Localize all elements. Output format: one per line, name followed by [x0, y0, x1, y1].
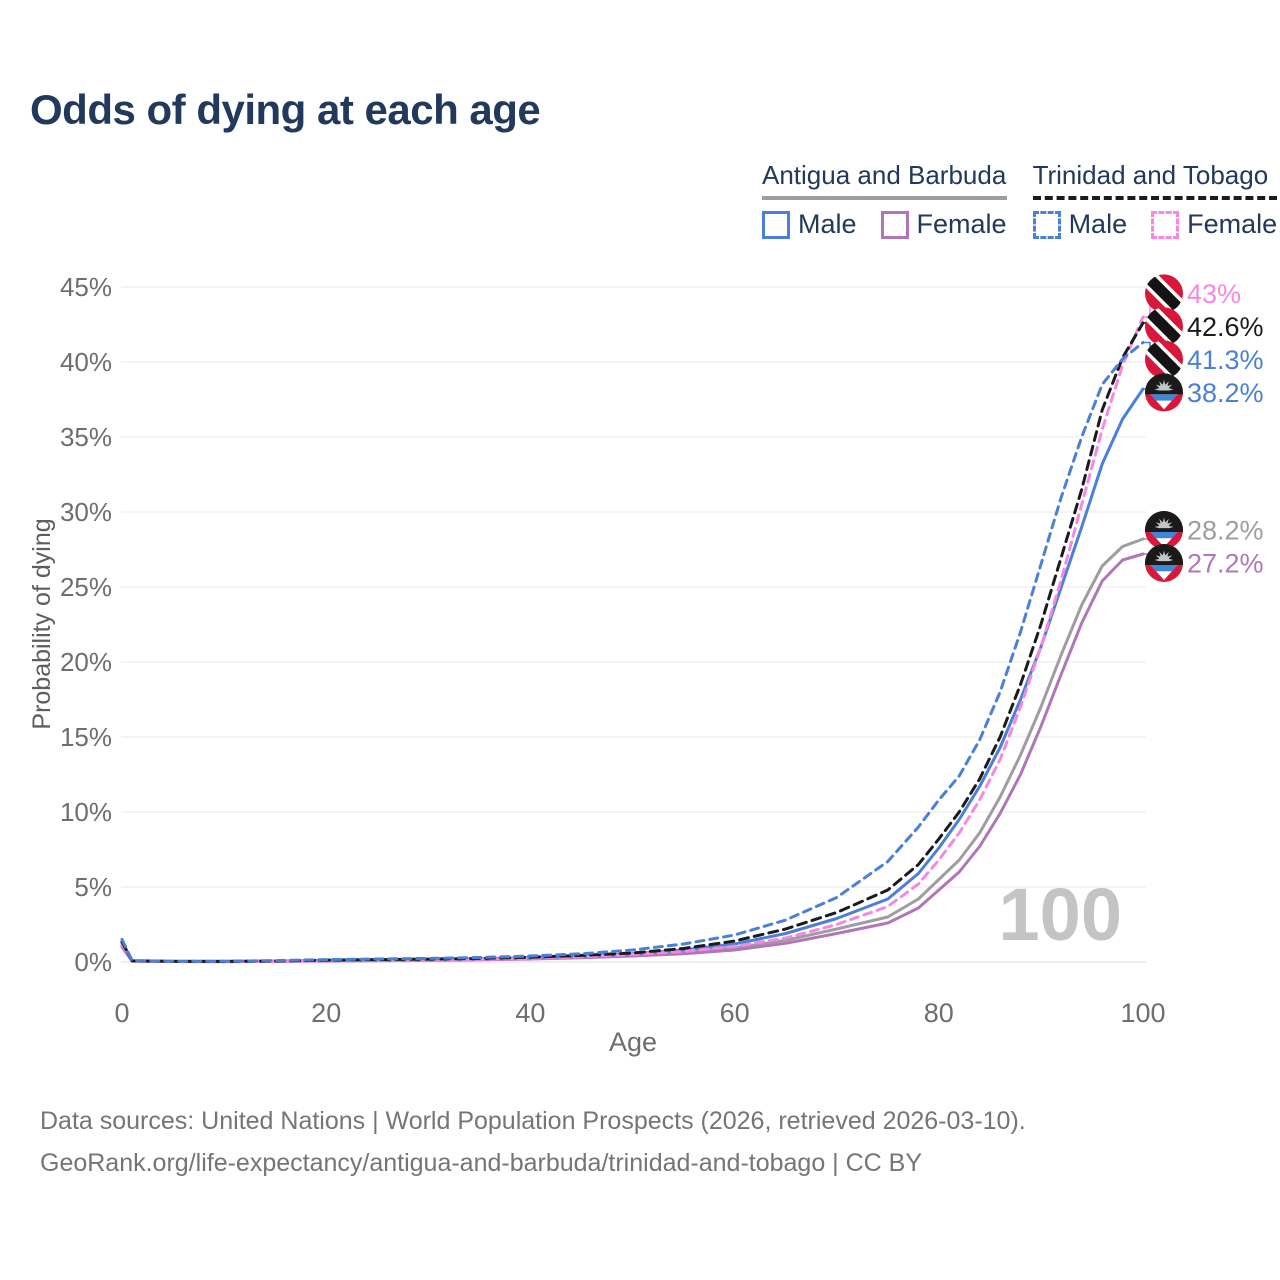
- end-label-ab-male: 38.2%: [1187, 378, 1264, 408]
- x-axis-tick-labels: 0 20 40 60 80 100: [114, 998, 1165, 1028]
- y-tick-label: 25%: [60, 572, 112, 602]
- x-tick-label: 100: [1120, 998, 1165, 1028]
- end-label-ab-female: 27.2%: [1187, 549, 1264, 579]
- gridlines: [121, 286, 1146, 963]
- x-axis-title: Age: [609, 1027, 657, 1057]
- legend-item-label: Female: [1187, 209, 1278, 239]
- end-label-tt-female: 43%: [1187, 279, 1241, 309]
- legend-group-antigua-and-barbuda: Antigua and Barbuda Male Female: [762, 160, 1007, 240]
- series-lines: [120, 315, 1145, 964]
- legend-item-tt-male[interactable]: Male: [1032, 209, 1128, 240]
- x-tick-label: 80: [924, 998, 954, 1028]
- tt-male-swatch-icon: [1032, 210, 1061, 239]
- tt-female-swatch-icon: [1151, 210, 1180, 239]
- flag-trinidad-and-tobago-icon: [1145, 307, 1183, 346]
- legend-item-ab-female[interactable]: Female: [880, 209, 1007, 240]
- legend-group-trinidad-and-tobago: Trinidad and Tobago Male Female: [1032, 160, 1278, 240]
- y-tick-label: 5%: [74, 872, 112, 902]
- y-tick-label: 40%: [60, 347, 112, 377]
- x-tick-label: 60: [720, 998, 750, 1028]
- y-tick-label: 20%: [60, 647, 112, 677]
- series-line-tt-male: [120, 341, 1145, 963]
- series-line-tt-female: [120, 315, 1145, 963]
- data-sources-line2: GeoRank.org/life-expectancy/antigua-and-…: [40, 1149, 923, 1177]
- legend-item-label: Female: [916, 209, 1007, 239]
- y-tick-label: 30%: [60, 497, 112, 527]
- y-tick-label: 35%: [60, 422, 112, 452]
- series-line-tt-combined: [120, 321, 1145, 963]
- x-tick-label: 20: [311, 998, 341, 1028]
- data-sources-line1: Data sources: United Nations | World Pop…: [40, 1107, 1026, 1135]
- ab-male-swatch-icon: [762, 210, 790, 239]
- end-label-tt-male: 41.3%: [1187, 345, 1264, 375]
- end-label-ab-combined: 28.2%: [1187, 516, 1264, 546]
- y-tick-label: 10%: [60, 797, 112, 827]
- end-label-flags: [1145, 274, 1183, 582]
- flag-antigua-and-barbuda-icon: [1145, 373, 1183, 412]
- legend-item-label: Male: [1068, 209, 1128, 239]
- end-value-labels: 43%42.6%41.3%38.2% 28.2%27.2%: [1187, 279, 1264, 579]
- legend-item-ab-male[interactable]: Male: [762, 209, 857, 240]
- flag-antigua-and-barbuda-icon: [1145, 544, 1183, 582]
- flag-antigua-and-barbuda-icon: [1145, 511, 1183, 549]
- end-label-tt-combined: 42.6%: [1187, 312, 1264, 342]
- x-tick-label: 40: [515, 998, 545, 1028]
- series-line-ab-combined: [120, 537, 1145, 963]
- legend-item-tt-female[interactable]: Female: [1151, 209, 1277, 240]
- data-sources: Data sources: United Nations | World Pop…: [40, 1100, 1026, 1184]
- ab-female-swatch-icon: [880, 210, 909, 239]
- y-axis-title: Probability of dying: [28, 518, 56, 729]
- page-title: Odds of dying at each age: [30, 86, 541, 133]
- y-tick-label: 45%: [60, 272, 112, 302]
- y-tick-label: 0%: [74, 947, 112, 977]
- y-axis-tick-labels: 0% 5% 10% 15% 20% 25% 30% 35% 40% 45%: [60, 272, 112, 977]
- legend-header-antigua-and-barbuda[interactable]: Antigua and Barbuda: [762, 160, 1007, 200]
- legend-header-trinidad-and-tobago[interactable]: Trinidad and Tobago: [1032, 160, 1278, 200]
- x-tick-label: 0: [114, 998, 129, 1028]
- legend: Antigua and Barbuda Male Female Trinidad…: [762, 160, 1278, 240]
- y-tick-label: 15%: [60, 722, 112, 752]
- flag-trinidad-and-tobago-icon: [1145, 274, 1183, 313]
- legend-item-label: Male: [798, 209, 857, 239]
- watermark-age-100: 100: [999, 873, 1122, 956]
- series-line-ab-male: [120, 387, 1145, 963]
- flag-trinidad-and-tobago-icon: [1145, 340, 1183, 379]
